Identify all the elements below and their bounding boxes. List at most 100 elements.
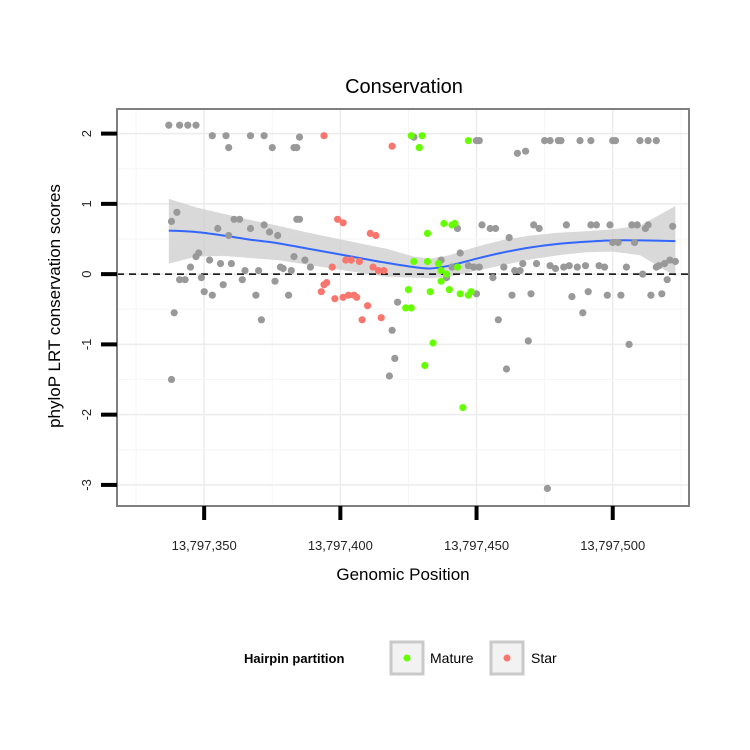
data-point-other bbox=[238, 276, 246, 284]
series-star bbox=[317, 132, 396, 324]
data-point-mature bbox=[407, 132, 415, 140]
data-point-star bbox=[355, 257, 363, 266]
data-point-other bbox=[516, 267, 524, 275]
data-point-other bbox=[268, 144, 276, 152]
data-point-other bbox=[219, 281, 227, 289]
data-point-other bbox=[255, 267, 263, 275]
data-point-mature bbox=[451, 219, 459, 228]
data-point-star bbox=[328, 263, 336, 271]
data-point-other bbox=[546, 262, 554, 270]
data-point-other bbox=[494, 316, 502, 324]
data-point-other bbox=[265, 228, 274, 236]
data-point-other bbox=[470, 263, 478, 271]
legend-label-star: Star bbox=[531, 650, 557, 666]
data-point-mature bbox=[426, 288, 434, 296]
data-point-other bbox=[663, 276, 671, 284]
data-point-other bbox=[279, 264, 287, 273]
data-point-other bbox=[167, 217, 176, 225]
data-point-other bbox=[301, 256, 309, 264]
data-point-other bbox=[257, 316, 265, 324]
data-point-mature bbox=[407, 304, 415, 312]
data-point-mature bbox=[443, 270, 451, 278]
legend-label-mature: Mature bbox=[430, 650, 474, 666]
data-point-mature bbox=[437, 267, 445, 275]
data-point-mature bbox=[445, 286, 453, 294]
data-point-other bbox=[260, 132, 268, 140]
data-point-star bbox=[366, 229, 374, 237]
data-point-other bbox=[227, 260, 235, 268]
data-point-other bbox=[609, 238, 617, 247]
data-point-other bbox=[505, 234, 513, 242]
data-point-other bbox=[293, 144, 301, 152]
legend: Hairpin partition Mature Star bbox=[244, 640, 557, 676]
data-point-star bbox=[320, 132, 328, 140]
data-point-other bbox=[295, 215, 304, 223]
data-point-other bbox=[644, 137, 652, 145]
data-point-other bbox=[658, 290, 666, 298]
data-point-other bbox=[551, 264, 560, 273]
data-point-other bbox=[579, 309, 587, 317]
data-point-other bbox=[513, 149, 522, 157]
data-point-mature bbox=[423, 229, 432, 237]
data-point-mature bbox=[459, 404, 467, 412]
data-point-mature bbox=[423, 257, 432, 266]
data-point-other bbox=[568, 293, 576, 301]
data-point-other bbox=[573, 263, 581, 271]
data-point-other bbox=[584, 288, 592, 296]
data-point-mature bbox=[415, 144, 423, 152]
data-point-mature bbox=[410, 257, 418, 266]
x-tick-label: 13,797,350 bbox=[172, 538, 237, 553]
data-point-other bbox=[195, 249, 203, 257]
data-point-star bbox=[339, 219, 347, 227]
data-point-other bbox=[647, 291, 655, 299]
data-point-other bbox=[173, 208, 181, 216]
data-point-other bbox=[225, 144, 233, 152]
data-point-other bbox=[170, 309, 178, 317]
data-point-star bbox=[334, 215, 342, 223]
x-axis: 13,797,350 13,797,400 13,797,450 13,797,500 bbox=[172, 506, 645, 553]
data-point-star bbox=[388, 142, 396, 150]
data-point-other bbox=[274, 231, 282, 240]
data-point-other bbox=[246, 224, 255, 233]
data-point-star bbox=[344, 291, 353, 299]
data-point-other bbox=[622, 263, 631, 271]
y-tick-label: 1 bbox=[79, 200, 94, 207]
data-point-other bbox=[565, 262, 573, 270]
data-point-other bbox=[595, 262, 603, 270]
data-point-star bbox=[380, 267, 388, 275]
data-point-other bbox=[489, 274, 497, 282]
data-point-other bbox=[475, 137, 483, 145]
x-axis-title: Genomic Position bbox=[336, 565, 469, 584]
data-point-mature bbox=[464, 137, 472, 145]
y-axis-title: phyloP LRT conservation scores bbox=[45, 184, 64, 428]
data-point-other bbox=[208, 291, 216, 299]
data-point-other bbox=[587, 137, 595, 145]
data-point-other bbox=[614, 238, 622, 247]
data-point-other bbox=[633, 221, 641, 229]
data-point-star bbox=[353, 293, 361, 301]
data-point-other bbox=[576, 137, 584, 145]
data-point-other bbox=[617, 291, 625, 299]
data-point-other bbox=[385, 372, 393, 380]
data-point-other bbox=[671, 257, 680, 266]
data-point-other bbox=[560, 263, 568, 271]
legend-key-mature bbox=[389, 640, 425, 676]
data-point-star bbox=[339, 293, 347, 301]
data-point-other bbox=[394, 298, 402, 306]
data-point-other bbox=[587, 221, 595, 229]
y-tick-label: -3 bbox=[79, 479, 94, 491]
data-point-star bbox=[323, 279, 331, 287]
data-point-other bbox=[222, 132, 230, 140]
data-point-other bbox=[246, 132, 255, 140]
data-point-other bbox=[660, 260, 669, 268]
data-point-other bbox=[475, 263, 483, 271]
data-point-other bbox=[456, 249, 464, 257]
data-point-other bbox=[502, 365, 511, 373]
data-point-other bbox=[562, 221, 571, 229]
data-point-other bbox=[592, 221, 601, 229]
data-point-other bbox=[472, 290, 481, 298]
data-point-other bbox=[601, 263, 609, 271]
data-point-other bbox=[581, 262, 590, 270]
data-point-mature bbox=[437, 277, 445, 285]
data-point-other bbox=[611, 137, 620, 145]
